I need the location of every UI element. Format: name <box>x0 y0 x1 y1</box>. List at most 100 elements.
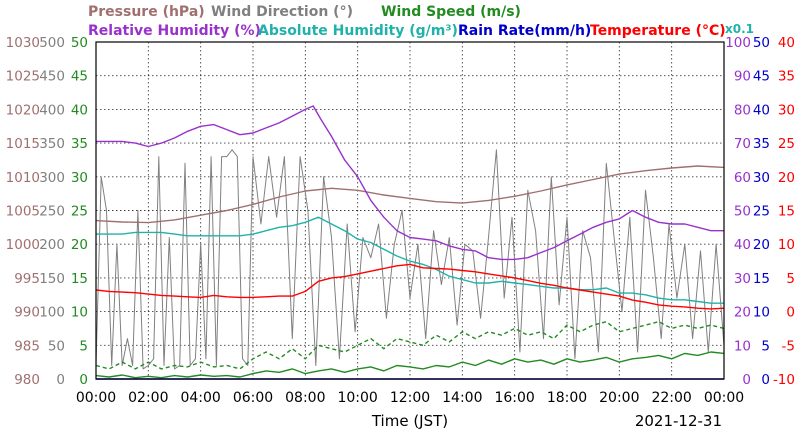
ytick-label-humidity: 40 <box>734 237 751 253</box>
ytick-label-pressure: 995 <box>14 271 40 287</box>
ytick-label-humidity: 60 <box>734 170 751 186</box>
ytick-label-humidity: 80 <box>734 102 751 118</box>
ytick-label-wind-speed: 40 <box>71 102 88 118</box>
ytick-label-wind-speed: 20 <box>71 237 88 253</box>
date-label: 2021-12-31 <box>635 412 722 430</box>
ytick-label-temperature: 5 <box>786 271 795 287</box>
ytick-label-pressure: 1025 <box>6 69 40 85</box>
xtick-label: 14:00 <box>442 390 482 406</box>
ytick-label-rain-rate: 35 <box>753 136 770 152</box>
legend-relative-humidity: Relative Humidity (%) <box>88 23 261 39</box>
legend-absolute-humidity: Absolute Humidity (g/m³) <box>258 23 458 39</box>
ytick-label-humidity: 20 <box>734 305 751 321</box>
ytick-label-humidity: 70 <box>734 136 751 152</box>
y-axis-ticks: 1030102510201015101010051000995990985980… <box>6 35 795 388</box>
xtick-label: 10:00 <box>337 390 377 406</box>
ytick-label-humidity: 10 <box>734 338 751 354</box>
ytick-label-humidity: 30 <box>734 271 751 287</box>
ytick-label-temperature: 15 <box>778 204 795 220</box>
ytick-label-rain-rate: 10 <box>753 305 770 321</box>
ytick-label-pressure: 1020 <box>6 102 40 118</box>
scale-note: x0.1 <box>725 22 754 36</box>
legend-temperature: Temperature (°C) <box>590 23 726 39</box>
series-pressure <box>95 165 725 224</box>
ytick-label-wind-direction: 50 <box>48 338 65 354</box>
ytick-label-wind-direction: 200 <box>39 237 65 253</box>
xtick-label: 20:00 <box>599 390 639 406</box>
series-wind-gust <box>95 321 725 370</box>
ytick-label-rain-rate: 40 <box>753 102 770 118</box>
ytick-label-temperature: 0 <box>786 305 795 321</box>
ytick-label-wind-direction: 100 <box>39 305 65 321</box>
ytick-label-wind-speed: 35 <box>71 136 88 152</box>
ytick-label-pressure: 1005 <box>6 204 40 220</box>
ytick-label-rain-rate: 20 <box>753 237 770 253</box>
ytick-label-rain-rate: 15 <box>753 271 770 287</box>
ytick-label-wind-direction: 150 <box>39 271 65 287</box>
ytick-label-temperature: 40 <box>778 35 795 51</box>
ytick-label-wind-speed: 0 <box>79 372 88 388</box>
ytick-label-wind-direction: 400 <box>39 102 65 118</box>
ytick-label-temperature: 25 <box>778 136 795 152</box>
ytick-label-wind-direction: 350 <box>39 136 65 152</box>
ytick-label-pressure: 990 <box>14 305 40 321</box>
xtick-label: 06:00 <box>233 390 273 406</box>
ytick-label-wind-speed: 15 <box>71 271 88 287</box>
legend-wind-direction: Wind Direction (°) <box>211 4 353 20</box>
ytick-label-wind-direction: 250 <box>39 204 65 220</box>
legend-rain-rate: Rain Rate(mm/h) <box>458 23 591 39</box>
plot-frame <box>95 41 725 380</box>
x-axis-ticks: 00:00 02:00 04:00 06:00 08:00 10:00 12:00 14:00… <box>76 390 744 406</box>
series-wind-direction <box>95 149 725 370</box>
xtick-label: 08:00 <box>285 390 325 406</box>
ytick-label-pressure: 985 <box>14 338 40 354</box>
series-wind-speed <box>95 351 725 379</box>
xtick-label: 04:00 <box>180 390 220 406</box>
series-relative-humidity <box>96 105 724 261</box>
ytick-label-wind-speed: 5 <box>79 338 88 354</box>
ytick-label-temperature: 20 <box>778 170 795 186</box>
chart-legend: Pressure (hPa) Wind Direction (°) Wind S… <box>88 4 754 39</box>
series-absolute-humidity <box>96 216 724 304</box>
ytick-label-temperature: -5 <box>782 338 795 354</box>
ytick-label-rain-rate: 45 <box>753 69 770 85</box>
xtick-label: 12:00 <box>390 390 430 406</box>
xtick-label: 00:00 <box>704 390 744 406</box>
ytick-label-humidity: 90 <box>734 69 751 85</box>
ytick-label-wind-direction: 500 <box>39 35 65 51</box>
ytick-label-pressure: 1015 <box>6 136 40 152</box>
ytick-label-pressure: 1010 <box>6 170 40 186</box>
ytick-label-wind-speed: 45 <box>71 69 88 85</box>
ytick-label-rain-rate: 5 <box>761 338 770 354</box>
ytick-label-wind-direction: 0 <box>56 372 65 388</box>
ytick-label-wind-speed: 10 <box>71 305 88 321</box>
ytick-label-humidity: 50 <box>734 204 751 220</box>
ytick-label-pressure: 980 <box>14 372 40 388</box>
xtick-label: 00:00 <box>76 390 116 406</box>
ytick-label-temperature: 10 <box>778 237 795 253</box>
ytick-label-rain-rate: 50 <box>753 35 770 51</box>
series-temperature <box>95 263 725 310</box>
ytick-label-temperature: 35 <box>778 69 795 85</box>
xtick-label: 16:00 <box>494 390 534 406</box>
ytick-label-rain-rate: 0 <box>761 372 770 388</box>
ytick-label-wind-direction: 450 <box>39 69 65 85</box>
ytick-label-temperature: 30 <box>778 102 795 118</box>
ytick-label-wind-speed: 50 <box>71 35 88 51</box>
ytick-label-wind-speed: 25 <box>71 204 88 220</box>
ytick-label-wind-speed: 30 <box>71 170 88 186</box>
xtick-label: 18:00 <box>547 390 587 406</box>
xtick-label: 22:00 <box>651 390 691 406</box>
ytick-label-humidity: 0 <box>742 372 751 388</box>
legend-wind-speed: Wind Speed (m/s) <box>381 4 521 20</box>
legend-pressure: Pressure (hPa) <box>88 4 205 20</box>
ytick-label-temperature: -10 <box>773 372 795 388</box>
ytick-label-humidity: 100 <box>725 35 751 51</box>
x-axis-label: Time (JST) <box>371 412 448 430</box>
ytick-label-rain-rate: 25 <box>753 204 770 220</box>
ytick-label-pressure: 1030 <box>6 35 40 51</box>
ytick-label-pressure: 1000 <box>6 237 40 253</box>
xtick-label: 02:00 <box>128 390 168 406</box>
ytick-label-rain-rate: 30 <box>753 170 770 186</box>
